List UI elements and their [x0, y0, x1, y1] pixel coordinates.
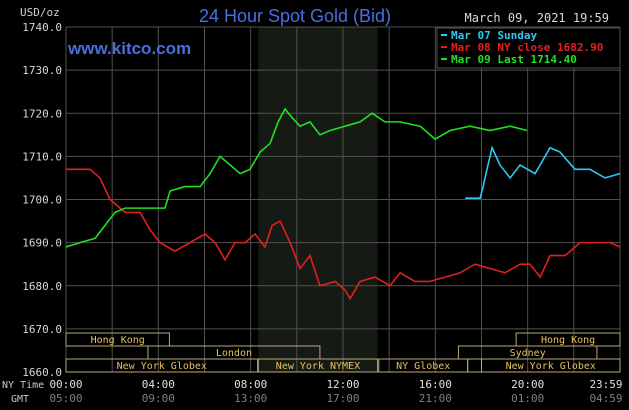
x-tick-gmt: 05:00 — [49, 392, 82, 405]
x-tick-ny: 12:00 — [326, 378, 359, 391]
legend-entry: Mar 08 NY close 1682.90 — [451, 41, 603, 54]
session-label: New York Globex — [117, 361, 207, 372]
y-tick-label: 1710.0 — [22, 150, 62, 163]
site-url[interactable]: www.kitco.com — [67, 39, 191, 58]
session-label: Hong Kong — [91, 335, 145, 346]
x-tick-gmt: 04:59 — [589, 392, 622, 405]
x-tick-gmt: 13:00 — [234, 392, 267, 405]
y-tick-label: 1680.0 — [22, 280, 62, 293]
y-tick-label: 1690.0 — [22, 237, 62, 250]
legend-entry: Mar 09 Last 1714.40 — [451, 53, 577, 66]
x-tick-ny: 16:00 — [419, 378, 452, 391]
grid — [65, 26, 621, 373]
series-line — [66, 168, 621, 301]
session-label: New York Globex — [506, 361, 596, 372]
ny-time-label: NY Time — [2, 380, 44, 391]
y-axis: 1660.0 1670.0 1680.0 1690.0 1700.0 1710.0 1720… — [22, 21, 62, 379]
session-bar — [65, 332, 170, 347]
x-tick-gmt: 21:00 — [419, 392, 452, 405]
x-tick-gmt: 17:00 — [326, 392, 359, 405]
datetime: March 09, 2021 19:59 — [465, 11, 610, 25]
x-tick-ny: 23:59 — [589, 378, 622, 391]
y-tick-label: 1720.0 — [22, 107, 62, 120]
y-tick-label: 1660.0 — [22, 366, 62, 379]
y-tick-label: 1730.0 — [22, 64, 62, 77]
session-bars: Hong Kong Hong Kong London Sydney New York G… — [65, 332, 621, 373]
y-tick-label: 1740.0 — [22, 21, 62, 34]
x-tick-gmt: 01:00 — [511, 392, 544, 405]
x-tick-ny: 08:00 — [234, 378, 267, 391]
session-label: London — [216, 348, 252, 359]
y-tick-label: 1700.0 — [22, 194, 62, 207]
session-label: Hong Kong — [541, 335, 595, 346]
x-tick-ny: 04:00 — [142, 378, 175, 391]
session-label: Sydney — [510, 348, 546, 359]
session-bar — [481, 358, 621, 373]
session-label: NY Globex — [396, 361, 450, 372]
legend-entry: Mar 07 Sunday — [451, 29, 537, 42]
unit-label: USD/oz — [20, 6, 60, 19]
session-label: New York NYMEX — [276, 361, 360, 372]
series-lines — [65, 107, 621, 301]
series-line — [465, 145, 621, 200]
chart-title: 24 Hour Spot Gold (Bid) — [199, 6, 391, 26]
session-bar — [257, 358, 379, 373]
session-bar — [467, 358, 482, 373]
session-bar — [65, 358, 259, 373]
gmt-label: GMT — [11, 394, 29, 405]
x-tick-ny: 20:00 — [511, 378, 544, 391]
legend-box — [436, 27, 621, 69]
series-line — [65, 107, 528, 248]
y-tick-label: 1670.0 — [22, 323, 62, 336]
x-tick-ny: 00:00 — [49, 378, 82, 391]
x-tick-gmt: 09:00 — [142, 392, 175, 405]
